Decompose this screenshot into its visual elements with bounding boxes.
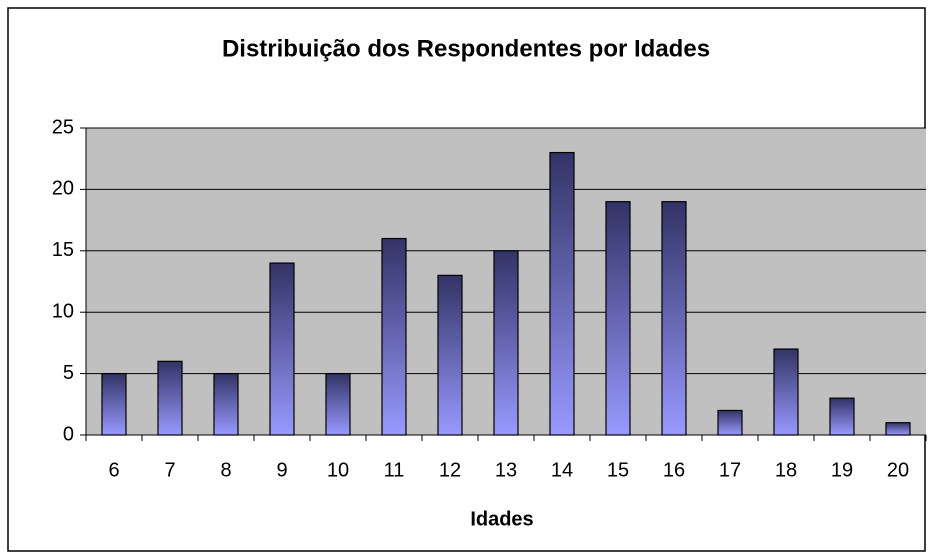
bar — [213, 373, 239, 436]
bar — [549, 151, 575, 436]
y-tick-label: 5 — [63, 362, 74, 384]
bar — [437, 274, 463, 436]
x-tick-label: 12 — [439, 459, 461, 481]
x-tick-label: 17 — [719, 459, 741, 481]
bar — [605, 201, 631, 436]
x-tick-label: 8 — [220, 459, 231, 481]
chart-title: Distribuição dos Respondentes por Idades — [222, 35, 710, 62]
bar — [773, 348, 799, 436]
x-axis-label: Idades — [470, 508, 533, 530]
x-tick-label: 18 — [775, 459, 797, 481]
bar — [101, 373, 127, 436]
bar — [157, 360, 183, 436]
x-tick-label: 20 — [887, 459, 909, 481]
bar — [829, 397, 855, 436]
bar — [381, 237, 407, 436]
y-tick-label: 20 — [52, 178, 74, 200]
x-tick-label: 11 — [384, 459, 405, 481]
y-tick-label: 25 — [52, 116, 74, 138]
x-tick-label: 9 — [276, 459, 287, 481]
y-tick-label: 0 — [63, 423, 74, 445]
bar — [661, 201, 687, 436]
x-tick-label: 16 — [663, 459, 685, 481]
x-tick-label: 10 — [327, 459, 349, 481]
x-tick-label: 19 — [831, 459, 853, 481]
x-tick-label: 13 — [495, 459, 517, 481]
y-tick-label: 15 — [52, 239, 74, 261]
bar — [493, 250, 519, 436]
x-tick-label: 15 — [607, 459, 629, 481]
x-tick-label: 6 — [108, 459, 119, 481]
bar — [325, 373, 351, 436]
bar — [269, 262, 295, 436]
bar — [717, 409, 743, 436]
x-tick-label: 14 — [551, 459, 573, 481]
bar — [885, 422, 911, 436]
y-tick-label: 10 — [52, 300, 74, 322]
x-tick-label: 7 — [164, 459, 175, 481]
